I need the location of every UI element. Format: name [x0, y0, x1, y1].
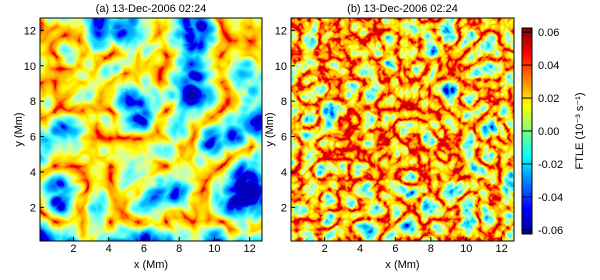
y-tick-label: 8	[30, 96, 36, 108]
x-tick-label: 10	[208, 243, 220, 255]
colorbar-tick-label: 0.04	[538, 60, 559, 72]
y-axis-label: y (Mm)	[13, 112, 25, 146]
x-axis-label: x (Mm)	[134, 259, 168, 271]
y-tick-label: 6	[30, 132, 36, 144]
x-tick-label: 12	[244, 243, 256, 255]
colorbar-label: FTLE (10⁻³ s⁻¹)	[574, 92, 586, 169]
panel-title: (a) 13-Dec-2006 02:24	[96, 3, 207, 15]
plot-frame	[39, 17, 263, 242]
colorbar-tick-label: -0.04	[538, 192, 563, 204]
x-tick-label: 8	[428, 243, 434, 255]
y-tick-label: 2	[30, 202, 36, 214]
x-tick-label: 10	[460, 243, 472, 255]
colorbar-tick-label: 0.02	[538, 93, 559, 105]
field-image	[40, 18, 262, 241]
y-tick-label: 8	[281, 96, 287, 108]
colorbar-tick-label: 0.06	[538, 27, 559, 39]
x-tick-label: 2	[70, 243, 76, 255]
y-tick-label: 12	[275, 25, 287, 37]
y-tick-label: 4	[281, 167, 287, 179]
x-tick-label: 4	[106, 243, 112, 255]
y-tick-label: 10	[275, 61, 287, 73]
x-tick-label: 12	[495, 243, 507, 255]
y-tick-label: 4	[30, 167, 36, 179]
x-axis-label: x (Mm)	[385, 259, 419, 271]
y-tick-label: 12	[24, 25, 36, 37]
panel-title: (b) 13-Dec-2006 02:24	[347, 3, 458, 15]
colorbar-tick-label: 0.00	[538, 126, 559, 138]
y-tick-label: 2	[281, 202, 287, 214]
field-image	[291, 18, 514, 241]
plot-frame	[290, 17, 515, 242]
x-tick-label: 6	[141, 243, 147, 255]
x-tick-label: 2	[322, 243, 328, 255]
x-tick-label: 6	[392, 243, 398, 255]
colorbar-tick-label: -0.06	[538, 225, 563, 237]
y-tick-label: 6	[281, 132, 287, 144]
y-tick-label: 10	[24, 61, 36, 73]
x-tick-label: 4	[357, 243, 363, 255]
y-axis-label: y (Mm)	[264, 112, 276, 146]
colorbar-tick-label: -0.02	[538, 159, 563, 171]
x-tick-label: 8	[176, 243, 182, 255]
